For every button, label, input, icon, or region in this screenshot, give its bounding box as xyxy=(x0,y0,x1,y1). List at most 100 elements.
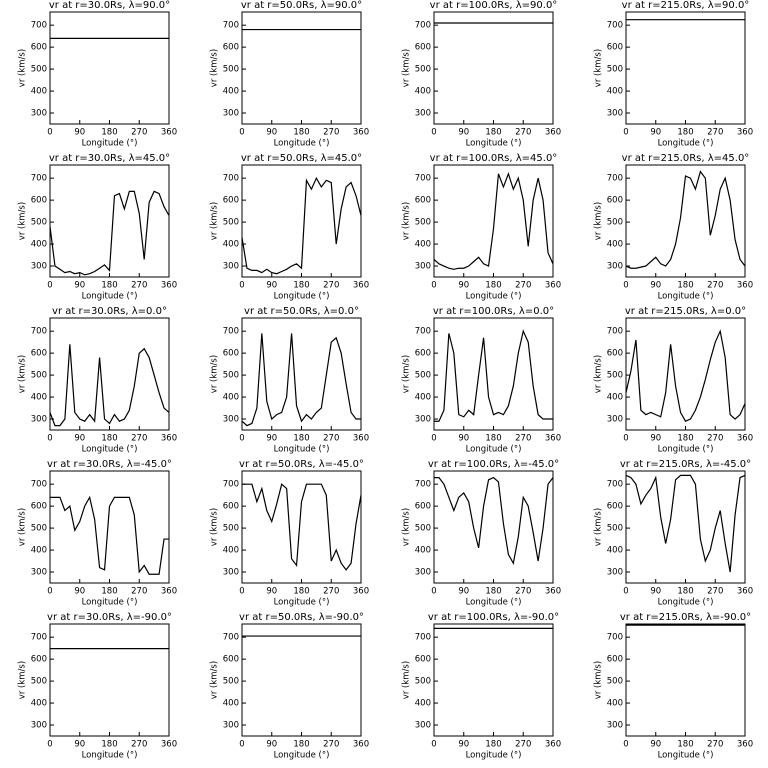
data-line xyxy=(625,170,746,269)
x-tick-label: 270 xyxy=(707,587,723,597)
y-tick-label: 600 xyxy=(223,655,239,665)
data-line xyxy=(434,476,554,565)
chart-title: vr at r=50.0Rs, λ=45.0° xyxy=(241,153,362,164)
y-axis-label: vr (km/s) xyxy=(402,508,412,546)
y-tick-label: 500 xyxy=(31,677,47,687)
y-tick-label: 500 xyxy=(607,524,623,534)
x-tick-label: 90 xyxy=(458,281,469,291)
x-tick-label: 90 xyxy=(650,740,661,750)
x-axis-label: Longitude (°) xyxy=(274,445,330,455)
y-tick-label: 300 xyxy=(415,262,431,272)
y-tick-label: 700 xyxy=(415,174,431,184)
y-tick-label: 700 xyxy=(415,633,431,643)
y-tick-label: 300 xyxy=(223,568,239,578)
x-tick-label: 90 xyxy=(266,587,277,597)
x-tick-label: 360 xyxy=(161,587,177,597)
y-tick-label: 700 xyxy=(31,174,47,184)
plot-frame xyxy=(625,470,746,584)
x-tick-label: 90 xyxy=(266,281,277,291)
y-tick-label: 500 xyxy=(223,524,239,534)
y-axis-label: vr (km/s) xyxy=(594,355,604,393)
y-tick-label: 400 xyxy=(223,87,239,97)
y-tick-label: 400 xyxy=(31,87,47,97)
chart-title: vr at r=100.0Rs, λ=-90.0° xyxy=(428,612,559,623)
x-tick-label: 0 xyxy=(623,740,628,750)
x-tick-label: 360 xyxy=(353,587,369,597)
x-tick-label: 180 xyxy=(677,128,693,138)
x-tick-label: 90 xyxy=(74,434,85,444)
x-tick-label: 270 xyxy=(707,281,723,291)
x-axis-label: Longitude (°) xyxy=(82,139,138,149)
y-tick-label: 700 xyxy=(415,480,431,490)
plot-frame xyxy=(241,11,362,125)
y-tick-label: 400 xyxy=(415,393,431,403)
x-tick-label: 90 xyxy=(458,434,469,444)
y-tick-label: 600 xyxy=(607,349,623,359)
y-axis-label: vr (km/s) xyxy=(210,49,220,87)
y-tick-label: 400 xyxy=(607,546,623,556)
y-tick-label: 600 xyxy=(607,655,623,665)
y-tick-label: 500 xyxy=(223,371,239,381)
y-tick-label: 400 xyxy=(607,240,623,250)
y-tick-label: 400 xyxy=(607,699,623,709)
y-tick-label: 400 xyxy=(31,699,47,709)
x-axis-label: Longitude (°) xyxy=(466,598,522,608)
y-tick-label: 300 xyxy=(607,721,623,731)
y-tick-label: 600 xyxy=(31,502,47,512)
chart-title: vr at r=215.0Rs, λ=-45.0° xyxy=(620,459,751,470)
y-tick-label: 400 xyxy=(31,546,47,556)
x-axis-label: Longitude (°) xyxy=(466,751,522,761)
y-tick-label: 500 xyxy=(31,218,47,228)
x-tick-label: 360 xyxy=(737,434,753,444)
y-tick-label: 300 xyxy=(223,109,239,119)
x-tick-label: 360 xyxy=(737,587,753,597)
x-tick-label: 0 xyxy=(239,434,244,444)
plot-frame xyxy=(241,623,362,737)
y-axis-label: vr (km/s) xyxy=(594,202,604,240)
plot-frame xyxy=(49,11,170,125)
y-axis-label: vr (km/s) xyxy=(402,661,412,699)
x-axis-label: Longitude (°) xyxy=(466,139,522,149)
y-tick-label: 600 xyxy=(31,43,47,53)
x-tick-label: 360 xyxy=(161,281,177,291)
y-axis-label: vr (km/s) xyxy=(402,49,412,87)
x-tick-label: 180 xyxy=(101,128,117,138)
x-axis-label: Longitude (°) xyxy=(658,598,714,608)
y-tick-label: 400 xyxy=(607,87,623,97)
y-tick-label: 400 xyxy=(31,240,47,250)
data-line xyxy=(242,483,362,571)
x-tick-label: 180 xyxy=(101,587,117,597)
x-tick-label: 90 xyxy=(74,128,85,138)
x-tick-label: 90 xyxy=(458,128,469,138)
plot-frame xyxy=(433,623,554,737)
x-tick-label: 180 xyxy=(101,740,117,750)
x-tick-label: 180 xyxy=(677,281,693,291)
y-tick-label: 600 xyxy=(607,43,623,53)
y-tick-label: 500 xyxy=(607,218,623,228)
x-tick-label: 360 xyxy=(353,434,369,444)
plot-frame xyxy=(49,623,170,737)
x-tick-label: 0 xyxy=(623,281,628,291)
y-axis-label: vr (km/s) xyxy=(594,49,604,87)
x-tick-label: 180 xyxy=(485,740,501,750)
x-tick-label: 360 xyxy=(545,587,561,597)
chart-title: vr at r=215.0Rs, λ=45.0° xyxy=(622,153,750,164)
x-tick-label: 0 xyxy=(47,587,52,597)
y-tick-label: 700 xyxy=(31,480,47,490)
y-tick-label: 700 xyxy=(415,21,431,31)
x-tick-label: 270 xyxy=(707,128,723,138)
x-tick-label: 270 xyxy=(515,434,531,444)
y-tick-label: 300 xyxy=(415,568,431,578)
x-axis-label: Longitude (°) xyxy=(466,292,522,302)
plot-frame xyxy=(625,164,746,278)
x-axis-label: Longitude (°) xyxy=(466,445,522,455)
x-axis-label: Longitude (°) xyxy=(274,292,330,302)
data-line xyxy=(49,190,170,276)
x-tick-label: 0 xyxy=(47,281,52,291)
x-tick-label: 360 xyxy=(161,128,177,138)
y-tick-label: 700 xyxy=(607,480,623,490)
y-tick-label: 700 xyxy=(415,327,431,337)
x-tick-label: 180 xyxy=(485,434,501,444)
x-tick-label: 270 xyxy=(515,281,531,291)
y-tick-label: 300 xyxy=(415,109,431,119)
